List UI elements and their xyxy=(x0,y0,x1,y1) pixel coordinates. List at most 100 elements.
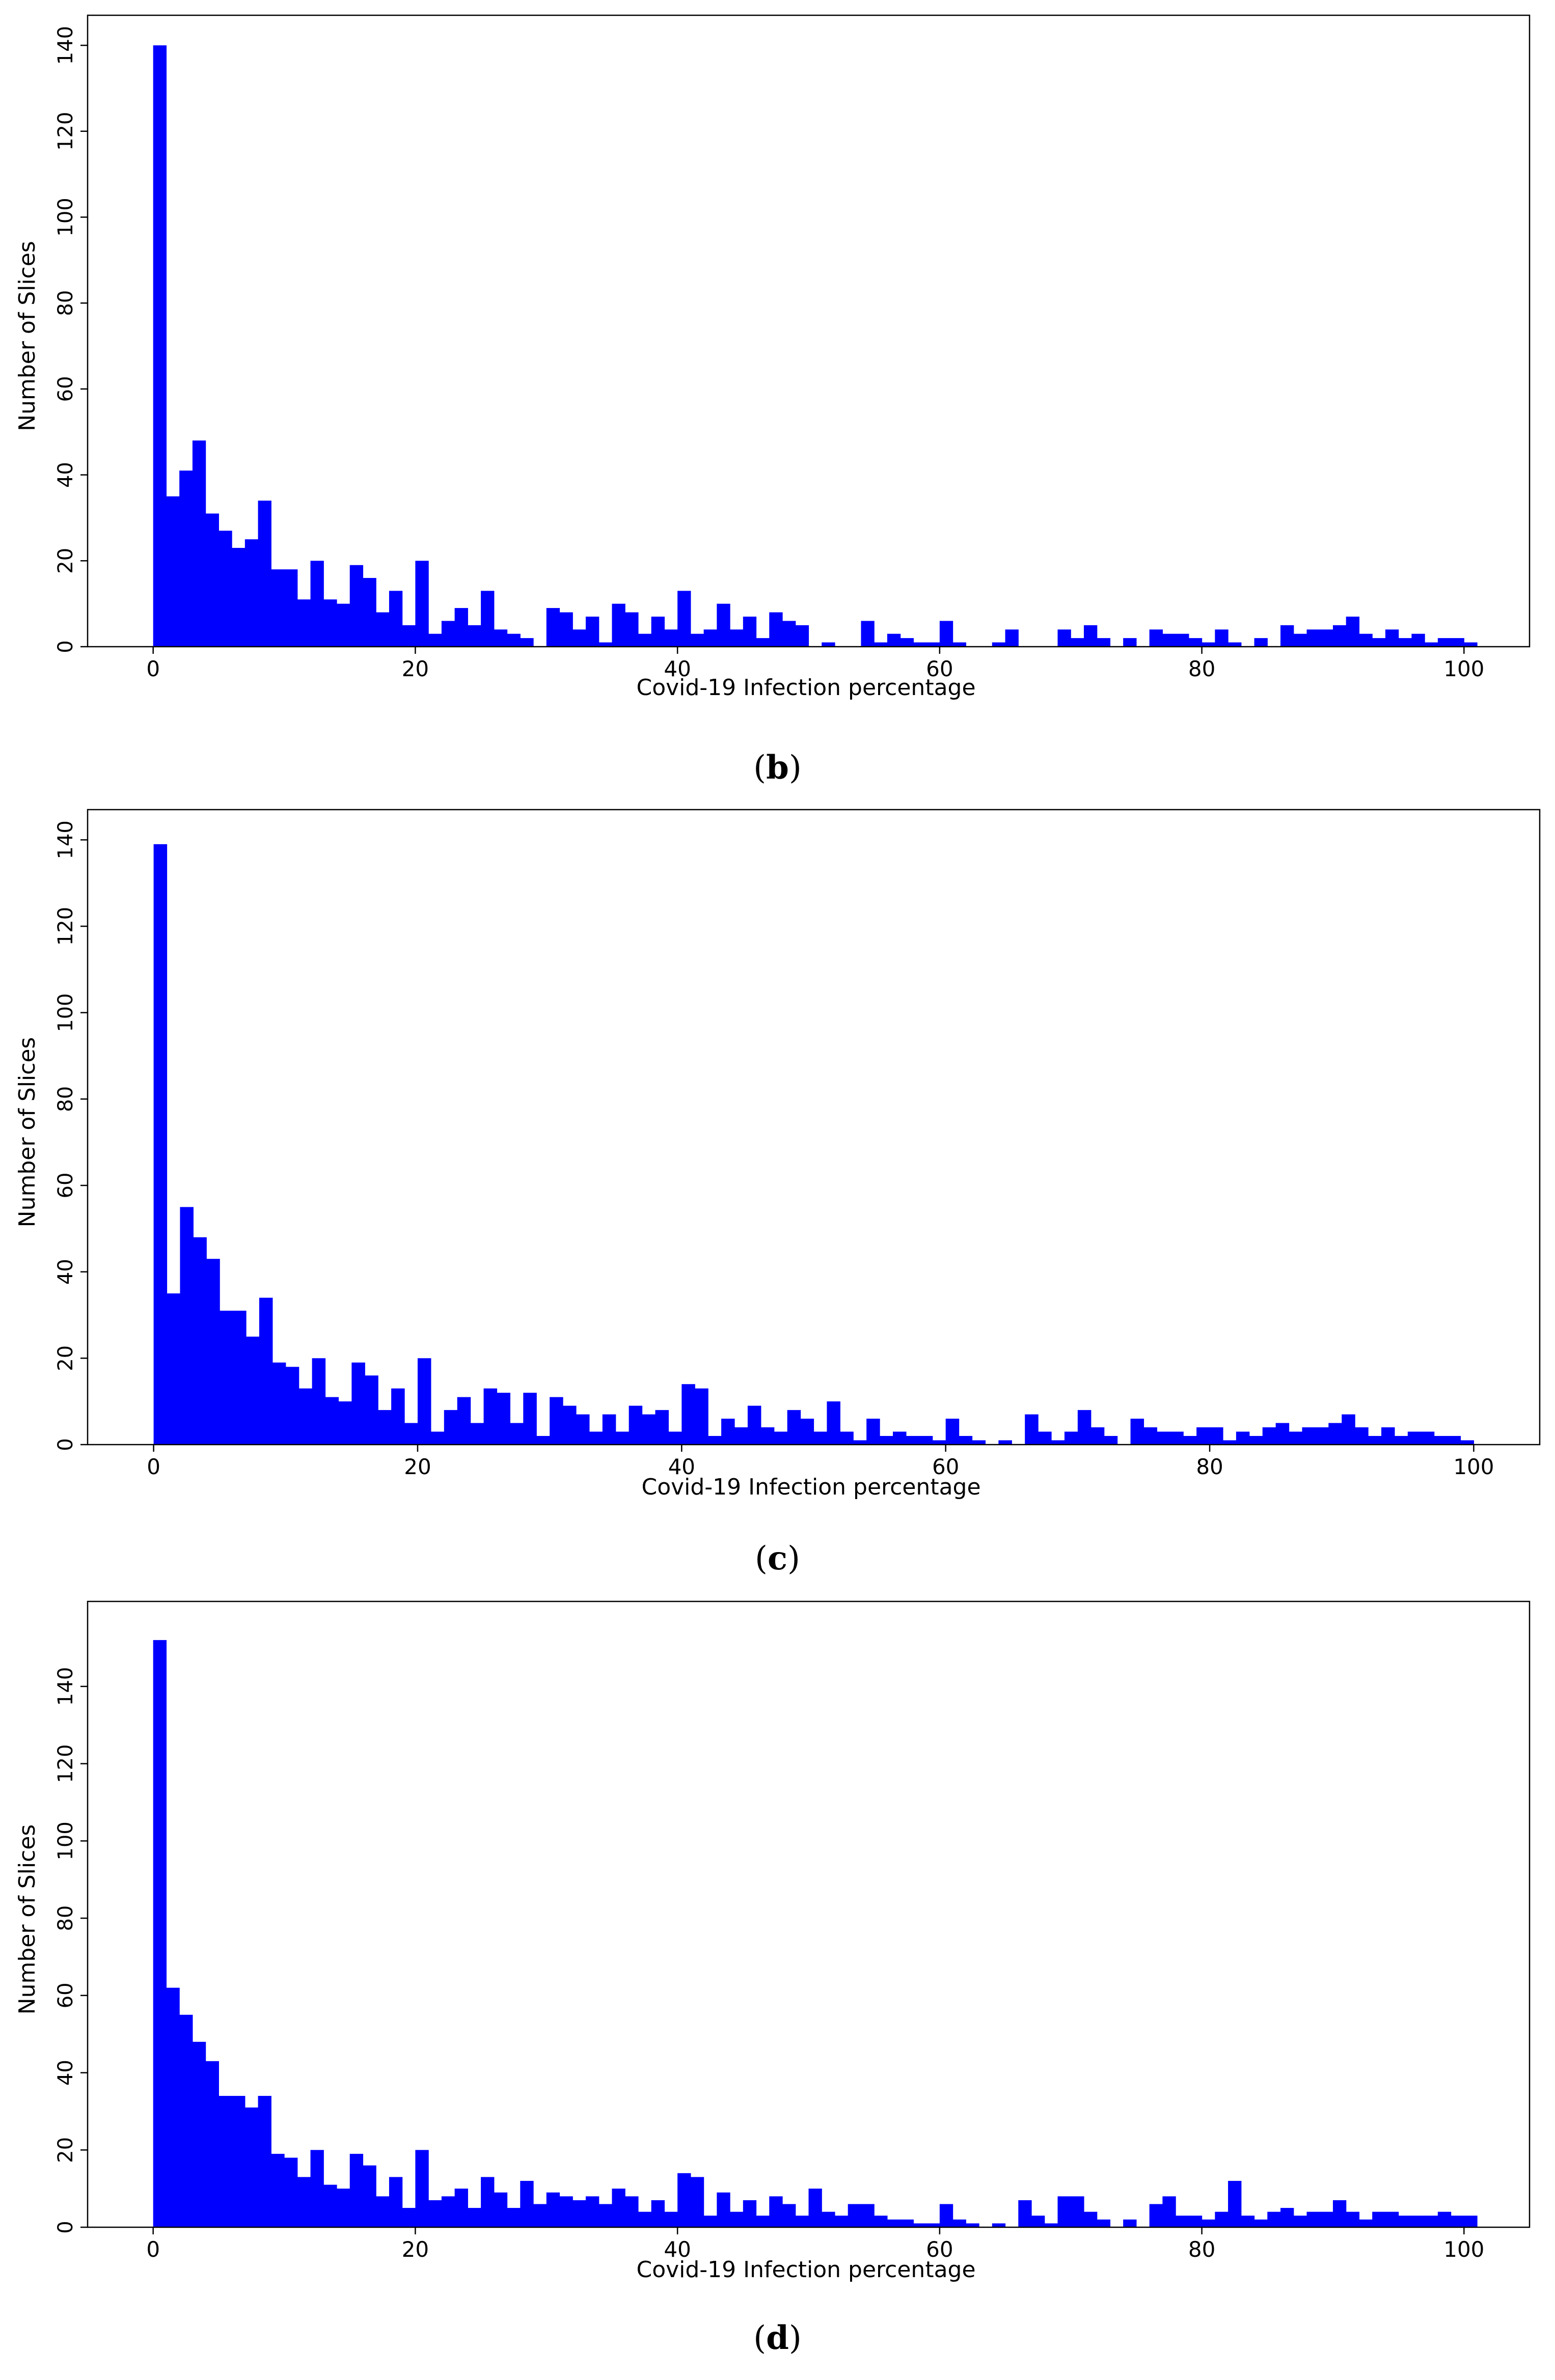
histogram-bar xyxy=(1157,1431,1170,1445)
x-tick-label: 40 xyxy=(668,1454,695,1479)
histogram-bar xyxy=(966,2223,979,2227)
histogram-bar xyxy=(494,629,508,647)
histogram-bar xyxy=(598,2204,613,2227)
histogram-bar xyxy=(219,2096,232,2227)
histogram-bar xyxy=(625,612,639,647)
histogram-bar xyxy=(808,2189,822,2227)
y-tick-label: 40 xyxy=(54,462,77,488)
histogram-bar xyxy=(721,1419,735,1445)
histogram-bar xyxy=(1398,638,1412,647)
histogram-bar xyxy=(192,440,206,647)
histogram-bar xyxy=(428,633,442,647)
histogram-bar xyxy=(363,2165,376,2227)
histogram-bar xyxy=(563,1405,577,1445)
histogram-bar xyxy=(153,844,168,1445)
histogram-bar xyxy=(572,629,586,647)
histogram-bar xyxy=(589,1431,603,1445)
histogram-bar xyxy=(900,2219,914,2227)
histogram-bar xyxy=(1188,2216,1203,2227)
histogram-bar xyxy=(651,2200,665,2227)
chart-caption-b: (b) xyxy=(753,749,802,787)
histogram-bar xyxy=(642,1414,656,1445)
histogram-bar xyxy=(363,578,376,647)
histogram-bar xyxy=(470,1423,484,1445)
histogram-bar xyxy=(481,591,495,647)
histogram-bar xyxy=(417,1358,431,1445)
histogram-bar xyxy=(945,1419,960,1445)
histogram-bar xyxy=(192,2041,206,2227)
histogram-bar xyxy=(1302,1427,1316,1445)
y-tick-label: 40 xyxy=(54,1259,77,1285)
histogram-bar xyxy=(1083,2211,1098,2227)
histogram-bar xyxy=(1451,638,1464,647)
chart-svg-c: 0 20 40 60 80 100 0 20 40 60 80 100 120 140 Covid-19 I… xyxy=(14,809,1541,1500)
histogram-bar xyxy=(1434,1436,1448,1445)
histogram-bar xyxy=(1359,2219,1373,2227)
histogram-bar xyxy=(1071,2196,1084,2227)
histogram-bar xyxy=(1222,1440,1237,1445)
histogram-bar xyxy=(822,2211,835,2227)
histogram-bar xyxy=(507,633,521,647)
x-tick-label: 20 xyxy=(402,656,429,681)
histogram-bar xyxy=(1342,1414,1355,1445)
histogram-bar xyxy=(441,621,455,647)
histogram-bar xyxy=(822,642,835,647)
y-tick-label: 20 xyxy=(54,1345,77,1371)
histogram-bar xyxy=(615,1431,630,1445)
y-tick-label: 120 xyxy=(54,907,77,946)
histogram-bar xyxy=(376,612,390,647)
x-tick-label: 100 xyxy=(1443,2237,1484,2262)
histogram-bar xyxy=(233,1311,247,1445)
histogram-bar xyxy=(1183,1436,1197,1445)
y-tick-label: 80 xyxy=(54,1905,77,1931)
histogram-bar xyxy=(1372,638,1386,647)
x-tick-label: 60 xyxy=(926,2237,953,2262)
histogram-bar xyxy=(866,1419,880,1445)
x-axis-label: Covid-19 Infection percentage xyxy=(641,1474,980,1500)
histogram-bar xyxy=(523,1393,537,1445)
histogram-bar xyxy=(220,1311,233,1445)
chart-svg-d: 0 20 40 60 80 100 0 20 40 60 80 100 120 140 Covid-19 I… xyxy=(14,1600,1531,2283)
histogram-bar xyxy=(782,2204,796,2227)
histogram-bar xyxy=(1202,642,1215,647)
y-tick-label: 20 xyxy=(54,548,77,574)
histogram-bar xyxy=(664,629,678,647)
histogram-bar xyxy=(677,2173,691,2227)
histogram-bar xyxy=(1249,1436,1263,1445)
histogram-bar xyxy=(1332,625,1347,647)
histogram-bar xyxy=(297,2177,311,2227)
chart-caption-c: (c) xyxy=(755,1539,800,1578)
histogram-bar xyxy=(638,633,652,647)
histogram-bar xyxy=(800,1419,814,1445)
histogram-bar xyxy=(1149,2204,1163,2227)
x-tick-label: 80 xyxy=(1188,656,1215,681)
histogram-bar xyxy=(906,1436,920,1445)
histogram-bar xyxy=(244,2107,259,2227)
histogram-bar xyxy=(1398,2216,1412,2227)
histogram-bar xyxy=(1280,625,1294,647)
histogram-bar xyxy=(1346,616,1360,647)
histogram-bar xyxy=(1447,1436,1461,1445)
histogram-bar xyxy=(795,2216,809,2227)
histogram-bar xyxy=(1320,2211,1333,2227)
histogram-bar xyxy=(1275,1423,1290,1445)
histogram-bar xyxy=(1407,1431,1422,1445)
histogram-bar xyxy=(205,513,219,647)
histogram-bar xyxy=(874,642,888,647)
histogram-bar xyxy=(444,1410,458,1445)
histogram-bar xyxy=(1394,1436,1408,1445)
histogram-bar xyxy=(153,1640,167,2227)
histogram-bar xyxy=(734,1427,748,1445)
histogram-bar xyxy=(180,1207,194,1445)
bars-group xyxy=(153,1640,1478,2227)
histogram-bar xyxy=(893,1431,907,1445)
histogram-bar xyxy=(1090,1427,1105,1445)
histogram-bar xyxy=(520,638,534,647)
histogram-bar xyxy=(323,2184,337,2227)
histogram-bar xyxy=(787,1410,801,1445)
histogram-bar xyxy=(310,561,324,647)
histogram-bar xyxy=(576,1414,590,1445)
y-tick-label: 140 xyxy=(54,820,77,859)
histogram-bar xyxy=(612,2189,625,2227)
histogram-bar xyxy=(1051,1440,1065,1445)
